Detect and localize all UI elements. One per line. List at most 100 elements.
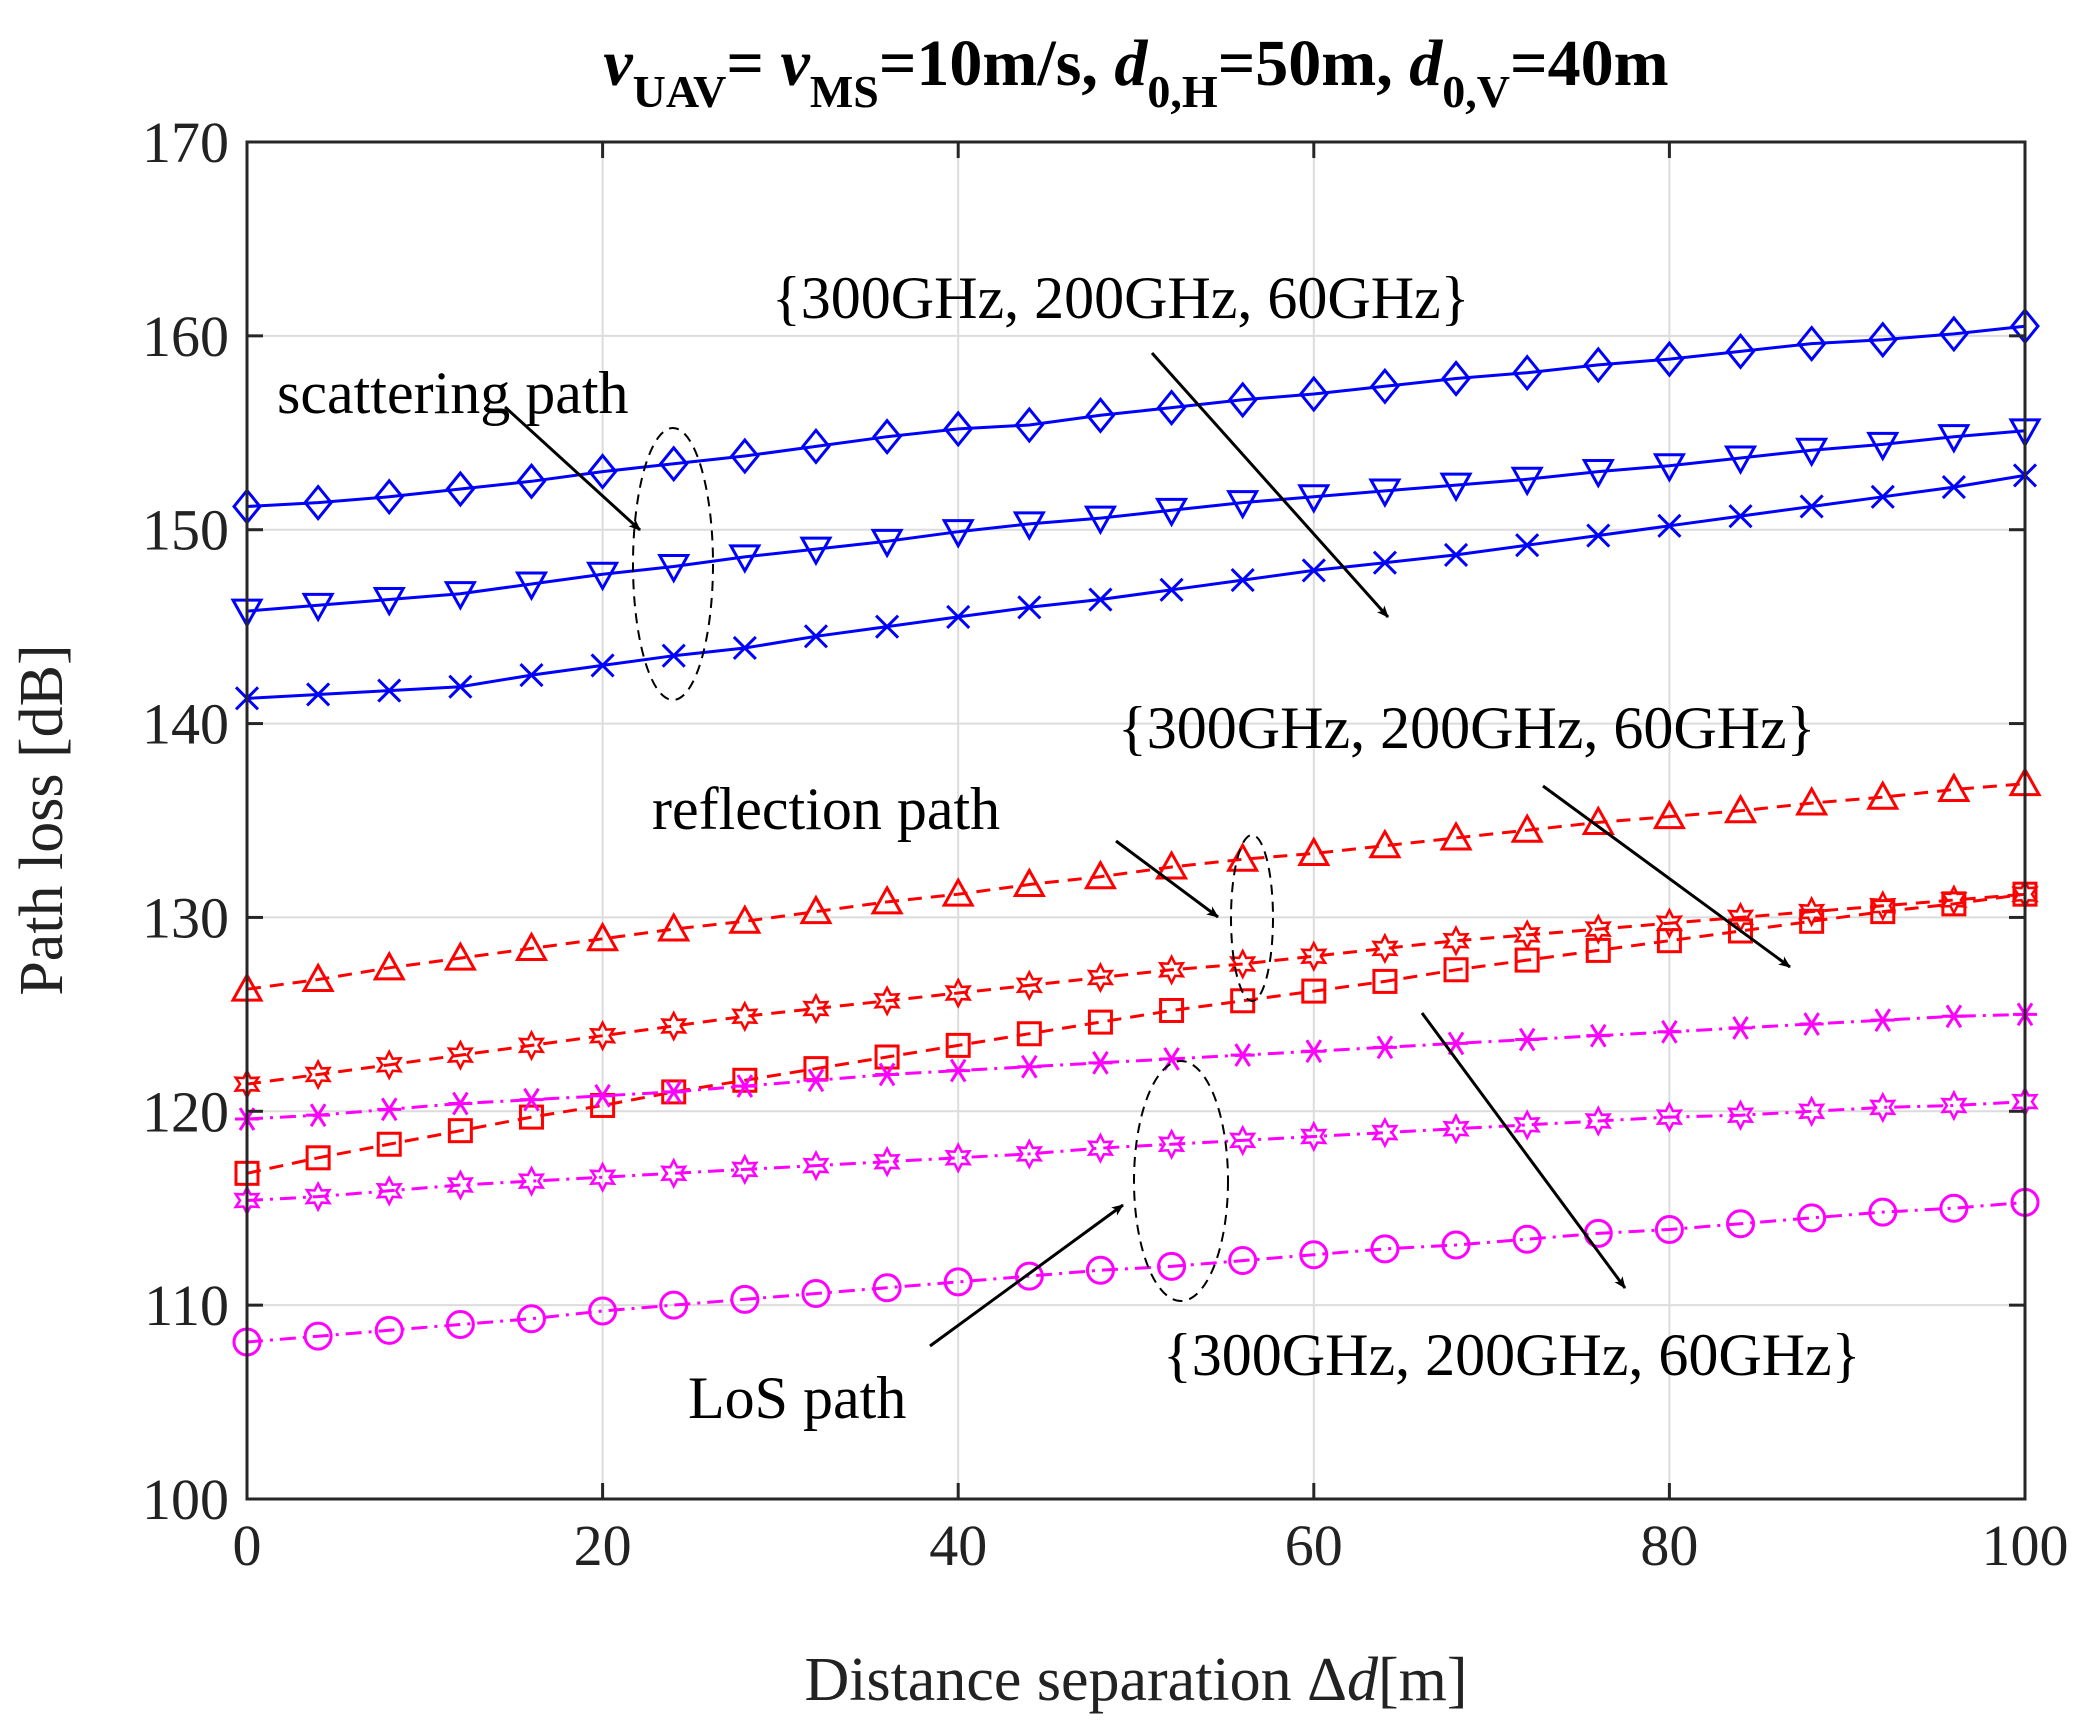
diamond-marker bbox=[1654, 340, 1685, 378]
x-marker bbox=[377, 678, 402, 703]
hexagram-marker bbox=[446, 1039, 474, 1071]
square-marker bbox=[1656, 928, 1682, 954]
series-line bbox=[246, 1012, 2026, 1121]
circle-marker bbox=[1868, 1197, 1898, 1227]
hexagram-marker bbox=[1940, 884, 1968, 916]
square-marker bbox=[1585, 937, 1611, 963]
series-3 bbox=[230, 766, 2042, 1002]
square-marker bbox=[1372, 968, 1398, 994]
freq-top-arrow bbox=[1150, 352, 1390, 618]
asterisk-marker bbox=[1657, 1019, 1682, 1044]
reflection-path-label: reflection path bbox=[652, 776, 1000, 842]
hexagram-marker bbox=[588, 1161, 617, 1193]
triangle-down-marker bbox=[1368, 478, 1402, 509]
x-marker bbox=[590, 653, 615, 678]
circle-marker bbox=[659, 1290, 689, 1320]
x-tick-label: 100 bbox=[1982, 1513, 2069, 1578]
hexagram-marker bbox=[1228, 1124, 1257, 1157]
series-5 bbox=[234, 881, 2038, 1186]
asterisk-marker bbox=[1301, 1039, 1326, 1063]
y-tick-label: 110 bbox=[144, 1273, 229, 1338]
reflection-group-ellipse bbox=[1230, 834, 1274, 1002]
x-marker bbox=[1372, 550, 1397, 575]
triangle-up-marker bbox=[799, 894, 833, 925]
triangle-up-marker bbox=[1083, 859, 1117, 890]
scattering-arrow bbox=[503, 405, 642, 532]
diamond-marker bbox=[1441, 360, 1471, 397]
triangle-down-marker bbox=[941, 519, 975, 549]
series-line bbox=[246, 473, 2026, 700]
square-marker bbox=[518, 1104, 544, 1130]
circle-marker bbox=[1726, 1209, 1756, 1239]
square-marker bbox=[1728, 918, 1754, 944]
asterisk-marker bbox=[803, 1068, 828, 1093]
circle-marker bbox=[1939, 1193, 1969, 1223]
los-arrow bbox=[929, 1203, 1124, 1348]
triangle-up-marker bbox=[514, 931, 549, 961]
x-marker bbox=[1515, 533, 1540, 558]
triangle-down-marker bbox=[870, 528, 904, 559]
x-marker bbox=[1088, 587, 1113, 612]
triangle-down-marker bbox=[586, 561, 620, 592]
hexagram-marker bbox=[802, 992, 830, 1025]
circle-marker bbox=[872, 1273, 902, 1303]
hexagram-marker bbox=[1228, 948, 1257, 980]
series-1 bbox=[230, 418, 2042, 629]
hexagram-marker bbox=[1655, 907, 1684, 939]
asterisk-marker bbox=[1799, 1012, 1824, 1036]
diamond-marker bbox=[303, 484, 334, 521]
series-layer bbox=[230, 307, 2042, 1357]
hexagram-marker bbox=[660, 1157, 688, 1190]
asterisk-marker bbox=[1941, 1004, 1966, 1029]
series-line bbox=[246, 782, 2026, 991]
diamond-marker bbox=[1583, 346, 1614, 384]
hexagram-marker bbox=[1798, 895, 1826, 928]
triangle-up-marker bbox=[1652, 799, 1686, 830]
asterisk-marker bbox=[1728, 1016, 1753, 1040]
asterisk-marker bbox=[661, 1080, 686, 1104]
square-marker bbox=[376, 1131, 402, 1157]
triangle-down-marker bbox=[1723, 445, 1758, 476]
circle-marker bbox=[516, 1304, 546, 1334]
triangle-down-marker bbox=[1083, 505, 1117, 536]
hexagram-marker bbox=[1940, 1089, 1968, 1122]
triangle-up-marker bbox=[1297, 836, 1331, 866]
plot-area-frame bbox=[245, 140, 2027, 1501]
circle-marker bbox=[588, 1296, 618, 1326]
asterisk-marker bbox=[1159, 1047, 1184, 1071]
square-marker bbox=[1799, 908, 1825, 934]
diamond-marker bbox=[1725, 332, 1756, 370]
triangle-down-marker bbox=[1510, 466, 1544, 497]
square-marker bbox=[1301, 978, 1327, 1004]
hexagram-marker bbox=[1371, 1116, 1399, 1149]
asterisk-marker bbox=[1586, 1023, 1611, 1048]
asterisk-marker bbox=[732, 1074, 757, 1098]
hexagram-marker bbox=[588, 1019, 617, 1052]
triangle-up-marker bbox=[1937, 772, 1971, 802]
diamond-marker bbox=[1867, 321, 1898, 359]
triangle-up-marker bbox=[1368, 828, 1402, 859]
hexagram-marker bbox=[1655, 1101, 1684, 1133]
diamond-marker bbox=[1085, 396, 1116, 434]
square-marker bbox=[945, 1032, 971, 1058]
hexagram-marker bbox=[660, 1010, 688, 1042]
hexagram-marker bbox=[1584, 1105, 1612, 1137]
hexagram-marker bbox=[517, 1029, 546, 1062]
circle-marker bbox=[1014, 1261, 1044, 1291]
scattering-path-label: scattering path bbox=[277, 360, 629, 426]
diamond-marker bbox=[801, 427, 831, 465]
x-marker bbox=[1230, 568, 1255, 593]
hexagram-marker bbox=[1442, 924, 1470, 957]
circle-marker bbox=[1797, 1203, 1827, 1233]
circle-marker bbox=[801, 1279, 831, 1309]
scattering-group-ellipse bbox=[632, 427, 714, 701]
x-marker bbox=[1159, 577, 1184, 602]
x-marker bbox=[306, 682, 331, 707]
diamond-marker bbox=[729, 437, 760, 475]
asterisk-marker bbox=[946, 1058, 971, 1083]
triangle-down-marker bbox=[728, 544, 762, 574]
triangle-down-marker bbox=[514, 571, 549, 602]
hexagram-marker bbox=[446, 1169, 474, 1201]
circle-marker bbox=[1512, 1224, 1542, 1254]
x-marker bbox=[1443, 542, 1469, 567]
